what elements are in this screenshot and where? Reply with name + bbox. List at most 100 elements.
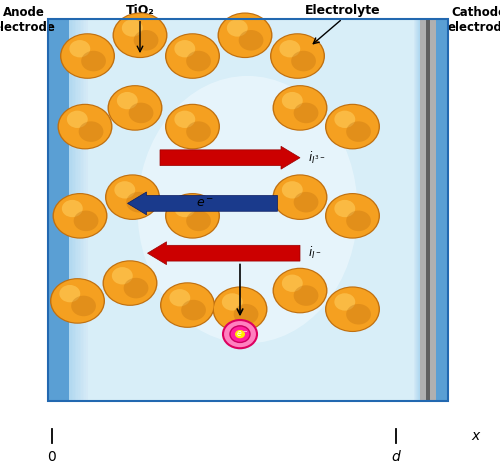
- Bar: [420, 19, 436, 401]
- Bar: [48, 19, 68, 401]
- Circle shape: [230, 326, 250, 342]
- Text: Electrolyte: Electrolyte: [304, 4, 380, 17]
- Circle shape: [218, 13, 272, 58]
- Text: TiO₂: TiO₂: [126, 4, 154, 17]
- Circle shape: [272, 268, 328, 313]
- Circle shape: [272, 34, 324, 78]
- Bar: [48, 19, 448, 401]
- Circle shape: [334, 200, 355, 217]
- Circle shape: [114, 14, 166, 57]
- Circle shape: [222, 293, 242, 310]
- Circle shape: [235, 330, 245, 338]
- Bar: [436, 19, 448, 401]
- Bar: [414, 19, 416, 401]
- Circle shape: [280, 40, 300, 57]
- Bar: [75, 19, 76, 401]
- Circle shape: [52, 279, 104, 323]
- Circle shape: [282, 181, 303, 198]
- Circle shape: [114, 181, 135, 198]
- Bar: [84, 19, 86, 401]
- Circle shape: [238, 30, 264, 51]
- Circle shape: [170, 289, 190, 306]
- FancyArrow shape: [160, 146, 300, 169]
- Circle shape: [106, 175, 158, 219]
- Circle shape: [186, 211, 211, 231]
- Text: 0: 0: [47, 450, 56, 464]
- Circle shape: [117, 92, 138, 109]
- Circle shape: [214, 287, 266, 331]
- Text: x: x: [472, 429, 480, 443]
- Circle shape: [54, 194, 106, 237]
- Circle shape: [124, 278, 148, 298]
- Circle shape: [59, 105, 111, 148]
- Circle shape: [60, 285, 80, 303]
- Circle shape: [325, 193, 380, 239]
- Circle shape: [165, 193, 220, 239]
- Circle shape: [50, 278, 105, 324]
- Bar: [83, 19, 84, 401]
- Circle shape: [181, 300, 206, 320]
- Circle shape: [274, 175, 326, 219]
- Bar: [74, 19, 75, 401]
- Circle shape: [174, 111, 195, 128]
- Circle shape: [60, 33, 115, 79]
- Circle shape: [212, 287, 268, 332]
- Bar: [419, 19, 420, 401]
- Circle shape: [294, 285, 318, 306]
- FancyArrow shape: [148, 242, 300, 265]
- Bar: [70, 19, 71, 401]
- Text: $i_{I^{3-}}$: $i_{I^{3-}}$: [308, 150, 325, 166]
- Circle shape: [274, 269, 326, 312]
- Circle shape: [112, 267, 133, 284]
- Circle shape: [62, 34, 114, 78]
- Circle shape: [62, 200, 83, 217]
- Circle shape: [162, 283, 214, 327]
- Circle shape: [74, 211, 98, 231]
- Circle shape: [166, 34, 218, 78]
- Bar: [426, 19, 430, 401]
- Circle shape: [78, 121, 104, 142]
- FancyArrow shape: [128, 192, 278, 215]
- Circle shape: [234, 304, 258, 325]
- Circle shape: [294, 192, 318, 212]
- Text: Anode
electrode: Anode electrode: [0, 6, 56, 34]
- Ellipse shape: [138, 76, 358, 343]
- Circle shape: [326, 194, 378, 237]
- Bar: [416, 19, 417, 401]
- Bar: [72, 19, 74, 401]
- Circle shape: [334, 293, 355, 310]
- Bar: [81, 19, 83, 401]
- Bar: [68, 19, 87, 401]
- Circle shape: [270, 33, 325, 79]
- Bar: [76, 19, 78, 401]
- Circle shape: [223, 320, 257, 348]
- Circle shape: [70, 40, 90, 57]
- Circle shape: [291, 51, 316, 71]
- Circle shape: [108, 85, 162, 131]
- Circle shape: [227, 19, 248, 37]
- Text: $i_{I^-}$: $i_{I^-}$: [308, 245, 321, 261]
- Circle shape: [326, 105, 378, 148]
- Circle shape: [166, 105, 218, 148]
- Circle shape: [52, 193, 108, 239]
- Circle shape: [325, 104, 380, 150]
- Circle shape: [272, 174, 328, 220]
- Circle shape: [165, 104, 220, 150]
- Circle shape: [282, 92, 303, 109]
- Bar: [414, 19, 420, 401]
- Circle shape: [58, 104, 112, 150]
- Circle shape: [104, 261, 156, 305]
- Circle shape: [112, 13, 168, 58]
- Circle shape: [126, 192, 151, 212]
- Bar: [418, 19, 419, 401]
- Circle shape: [326, 287, 378, 331]
- Circle shape: [186, 121, 211, 142]
- Circle shape: [274, 86, 326, 129]
- Circle shape: [272, 85, 328, 131]
- Bar: [78, 19, 80, 401]
- Circle shape: [334, 111, 355, 128]
- Circle shape: [128, 103, 154, 123]
- Circle shape: [174, 40, 195, 57]
- Circle shape: [109, 86, 161, 129]
- Circle shape: [71, 295, 96, 316]
